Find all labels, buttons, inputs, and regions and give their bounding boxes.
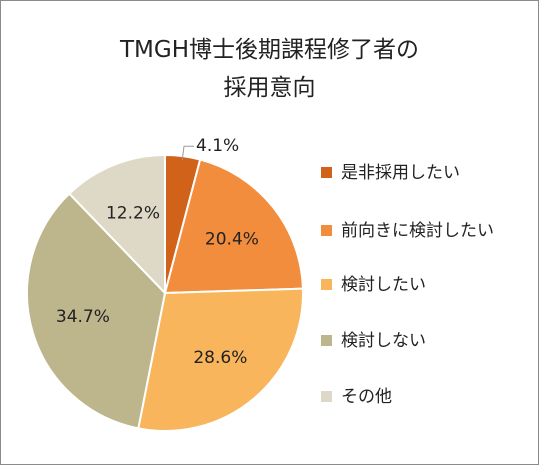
leader-line [181, 145, 195, 161]
legend-label: その他 [341, 387, 392, 407]
legend-swatch [321, 225, 332, 236]
pie-slice [26, 192, 167, 430]
legend-label: 検討したい [341, 275, 426, 295]
pie-slice [163, 158, 304, 295]
legend-label: 検討しない [341, 331, 426, 351]
chart-title: TMGH博士後期課程修了者の 採用意向 [119, 37, 419, 101]
legend-label: 是非採用したい [341, 163, 460, 183]
data-label: 20.4% [205, 230, 259, 250]
legend-swatch [321, 335, 332, 346]
pie-slice [137, 287, 304, 432]
data-label: 34.7% [56, 307, 110, 327]
legend-swatch [321, 391, 332, 402]
legend-swatch [321, 167, 332, 178]
data-label: 12.2% [106, 204, 160, 224]
legend-swatch [321, 279, 332, 290]
pie-slice [67, 153, 166, 296]
data-label: 28.6% [193, 348, 247, 368]
data-label: 4.1% [196, 136, 239, 156]
legend-label: 前向きに検討したい [341, 221, 494, 241]
